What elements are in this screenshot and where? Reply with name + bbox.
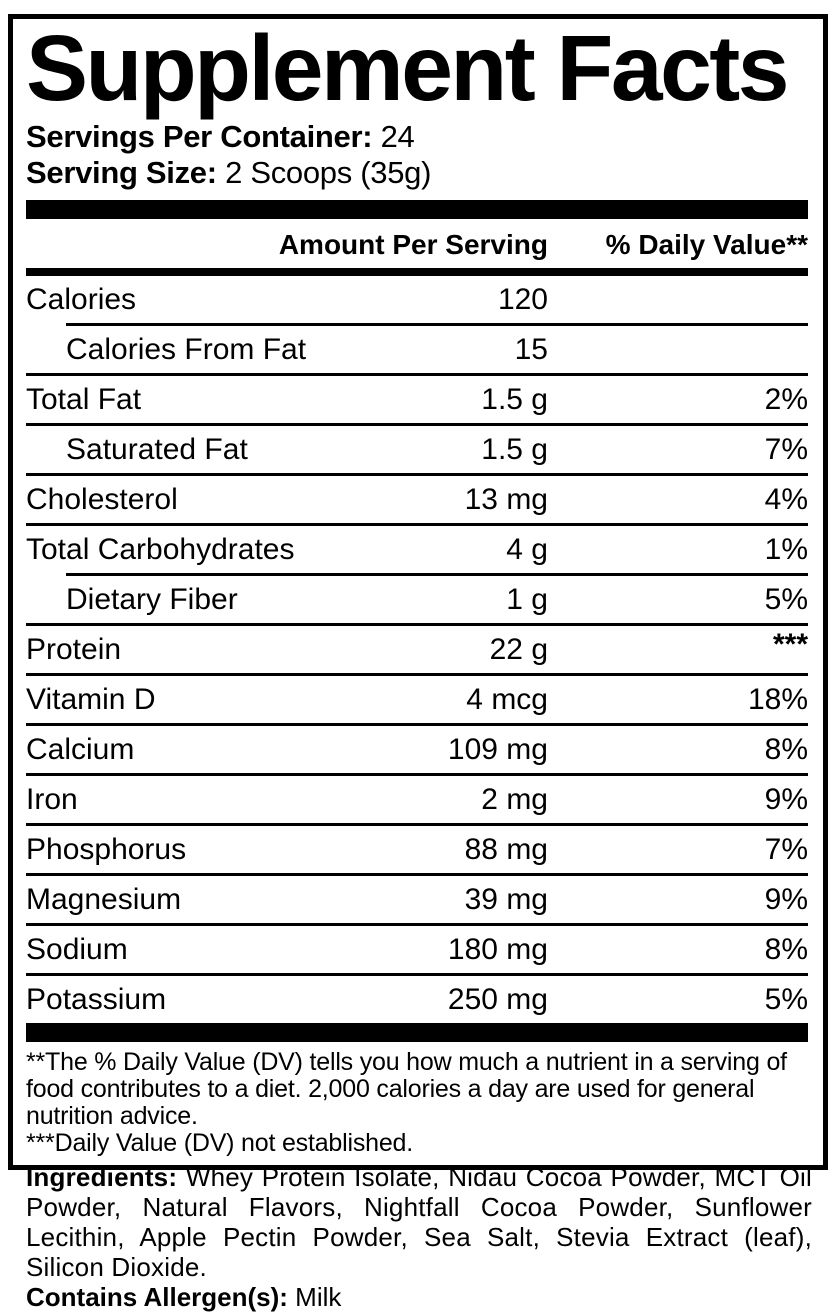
nutrient-amount: 2 mg — [481, 782, 548, 816]
ingredients-section: Ingredients: Whey Protein Isolate, Nidau… — [26, 1162, 812, 1312]
table-header-row: Amount Per Serving % Daily Value** — [26, 219, 808, 268]
row-separator — [26, 823, 808, 827]
nutrient-name: Calories From Fat — [66, 332, 307, 366]
nutrient-name: Potassium — [26, 982, 167, 1016]
nutrient-daily-value: 2% — [764, 382, 808, 416]
nutrient-daily-value: 5% — [764, 582, 808, 616]
nutrition-table: Calories 120 Calories From Fat 15 Total … — [26, 276, 808, 1023]
row-separator-indented — [66, 323, 808, 327]
nutrient-daily-value: 5% — [764, 982, 808, 1016]
nutrient-amount: 15 — [514, 332, 548, 366]
header-daily-value: % Daily Value** — [605, 229, 808, 261]
table-row-potassium: Potassium 250 mg 5% — [26, 976, 808, 1023]
nutrient-daily-value: 9% — [764, 782, 808, 816]
nutrient-amount: 250 mg — [447, 982, 548, 1016]
table-row-protein: Protein 22 g *** — [26, 626, 808, 673]
nutrient-daily-value: 4% — [764, 482, 808, 516]
nutrient-amount: 39 mg — [464, 882, 548, 916]
nutrient-name: Phosphorus — [26, 832, 187, 866]
table-row-calories: Calories 120 — [26, 276, 808, 323]
nutrient-name: Cholesterol — [26, 482, 178, 516]
header-amount-per-serving: Amount Per Serving — [278, 229, 548, 261]
nutrient-name: Protein — [26, 632, 122, 666]
nutrient-name: Calcium — [26, 732, 135, 766]
nutrient-amount: 109 mg — [447, 732, 548, 766]
row-separator — [26, 473, 808, 477]
nutrient-amount: 13 mg — [464, 482, 548, 516]
nutrient-daily-value: 7% — [764, 832, 808, 866]
thick-divider-top — [26, 200, 808, 220]
nutrient-amount: 22 g — [489, 632, 548, 666]
servings-per-container-label: Servings Per Container: — [26, 119, 373, 155]
nutrient-amount: 88 mg — [464, 832, 548, 866]
nutrient-name: Vitamin D — [26, 682, 156, 716]
supplement-facts-panel: Supplement Facts Servings Per Container:… — [8, 14, 828, 1171]
allergen-statement: Contains Allergen(s): Milk — [26, 1282, 812, 1312]
row-separator — [26, 673, 808, 677]
row-separator — [26, 423, 808, 427]
nutrient-name: Total Carbohydrates — [26, 532, 295, 566]
serving-size-value: 2 Scoops (35g) — [216, 155, 432, 191]
table-row-dietary-fiber: Dietary Fiber 1 g 5% — [26, 576, 808, 623]
row-separator — [26, 523, 808, 527]
table-row-vitamin-d: Vitamin D 4 mcg 18% — [26, 676, 808, 723]
table-row-calories-from-fat: Calories From Fat 15 — [26, 326, 808, 373]
nutrient-daily-value: 18% — [747, 682, 808, 716]
table-row-phosphorus: Phosphorus 88 mg 7% — [26, 826, 808, 873]
row-separator — [26, 973, 808, 977]
nutrient-amount: 4 g — [506, 532, 548, 566]
ingredients-label: Ingredients: — [26, 1162, 178, 1192]
nutrient-amount: 4 mcg — [466, 682, 548, 716]
not-established-footnote: ***Daily Value (DV) not established. — [26, 1129, 413, 1158]
nutrient-name: Iron — [26, 782, 78, 816]
row-separator — [26, 723, 808, 727]
panel-title: Supplement Facts — [26, 16, 790, 120]
table-row-calcium: Calcium 109 mg 8% — [26, 726, 808, 773]
table-row-magnesium: Magnesium 39 mg 9% — [26, 876, 808, 923]
ingredients-list: Whey Protein Isolate, Nidau Cocoa Powder… — [26, 1162, 812, 1282]
servings-per-container: Servings Per Container: 24 — [26, 119, 808, 155]
table-row-sodium: Sodium 180 mg 8% — [26, 926, 808, 973]
serving-info: Servings Per Container: 24 Serving Size:… — [26, 119, 808, 191]
table-row-total-carbohydrates: Total Carbohydrates 4 g 1% — [26, 526, 808, 573]
nutrient-daily-value-not-established: *** — [772, 628, 808, 662]
nutrient-name: Saturated Fat — [66, 432, 248, 466]
nutrient-daily-value: 8% — [764, 932, 808, 966]
nutrient-amount: 1.5 g — [481, 382, 548, 416]
nutrient-daily-value: 8% — [764, 732, 808, 766]
row-separator — [26, 623, 808, 627]
nutrient-name: Sodium — [26, 932, 128, 966]
table-row-saturated-fat: Saturated Fat 1.5 g 7% — [26, 426, 808, 473]
allergen-label: Contains Allergen(s): — [26, 1282, 288, 1312]
footnotes: **The % Daily Value (DV) tells you how m… — [26, 1049, 808, 1157]
header-separator — [26, 268, 808, 277]
nutrient-daily-value: 1% — [764, 532, 808, 566]
daily-value-footnote: **The % Daily Value (DV) tells you how m… — [26, 1048, 787, 1131]
row-separator — [26, 873, 808, 877]
nutrient-daily-value: 7% — [764, 432, 808, 466]
table-row-iron: Iron 2 mg 9% — [26, 776, 808, 823]
table-row-total-fat: Total Fat 1.5 g 2% — [26, 376, 808, 423]
row-separator — [26, 373, 808, 377]
nutrient-name: Total Fat — [26, 382, 142, 416]
row-separator-indented — [66, 573, 808, 577]
allergen-value: Milk — [287, 1282, 342, 1312]
serving-size-label: Serving Size: — [26, 155, 217, 191]
nutrient-name: Magnesium — [26, 882, 182, 916]
nutrient-daily-value: 9% — [764, 882, 808, 916]
nutrient-name: Calories — [26, 282, 137, 316]
serving-size: Serving Size: 2 Scoops (35g) — [26, 155, 808, 191]
row-separator — [26, 773, 808, 777]
table-row-cholesterol: Cholesterol 13 mg 4% — [26, 476, 808, 523]
nutrient-amount: 1 g — [506, 582, 548, 616]
nutrient-amount: 1.5 g — [481, 432, 548, 466]
thick-divider-bottom — [26, 1023, 808, 1043]
nutrient-name: Dietary Fiber — [66, 582, 238, 616]
ingredients-paragraph: Ingredients: Whey Protein Isolate, Nidau… — [26, 1162, 812, 1282]
servings-per-container-value: 24 — [372, 119, 415, 155]
nutrient-amount: 120 — [497, 282, 548, 316]
row-separator — [26, 923, 808, 927]
nutrient-amount: 180 mg — [447, 932, 548, 966]
